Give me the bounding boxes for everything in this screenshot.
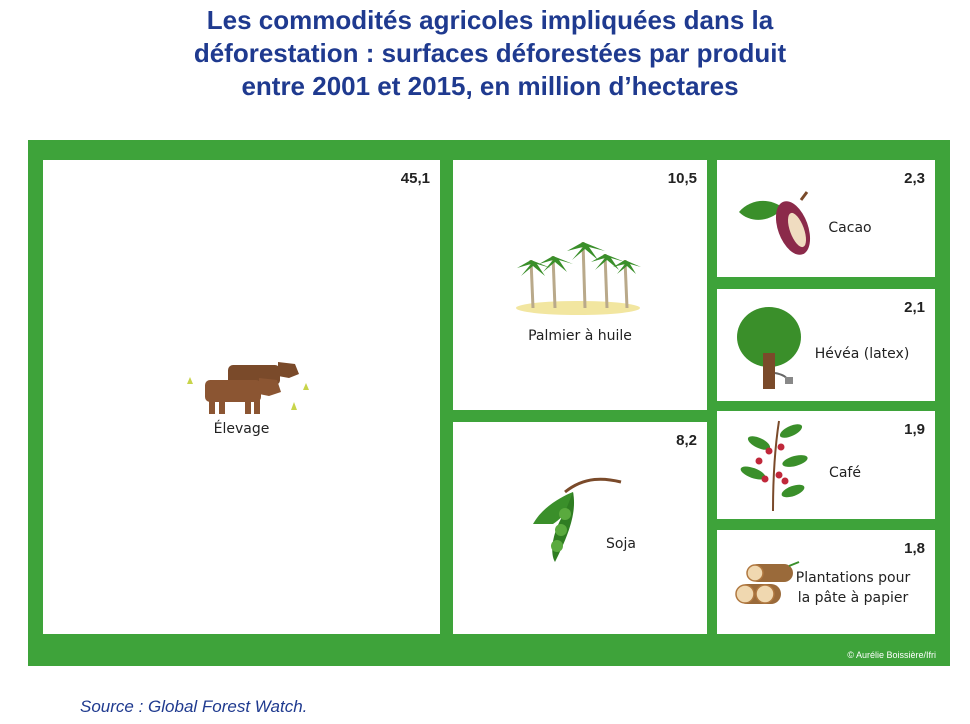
- value-label: 8,2: [676, 432, 697, 449]
- value-label: 1,9: [904, 421, 925, 438]
- treemap-frame: 45,1 Élevage 10,5: [28, 140, 950, 666]
- category-label: Hévéa (latex): [814, 346, 910, 362]
- title-line-3: entre 2001 et 2015, en million d’hectare…: [241, 71, 739, 101]
- category-label: Cacao: [828, 220, 872, 236]
- category-label: Plantations pour la pâte à papier: [795, 568, 911, 608]
- cattle-icon: [187, 362, 309, 414]
- coffee-branch-icon: [740, 420, 808, 512]
- value-label: 10,5: [667, 170, 697, 187]
- category-label: Palmier à huile: [528, 328, 632, 344]
- cocoa-pod-icon: [739, 191, 811, 255]
- category-label: Café: [829, 465, 861, 481]
- value-label: 2,3: [904, 170, 925, 187]
- category-label: Soja: [606, 536, 636, 552]
- palm-trees-icon: [516, 241, 641, 315]
- source-note: Source : Global Forest Watch.: [80, 697, 308, 716]
- tile-elevage: 45,1 Élevage: [43, 160, 440, 634]
- soy-pod-icon: [533, 477, 622, 562]
- chart-title: Les commodités agricoles impliquées dans…: [60, 4, 920, 103]
- value-label: 1,8: [904, 540, 925, 557]
- tile-pate-papier: 1,8 Plantations pour la pâte à papier: [717, 530, 935, 634]
- tile-hevea: 2,1 Hévéa (latex): [717, 289, 935, 401]
- category-label-line-2: la pâte à papier: [797, 590, 909, 606]
- tile-cafe: 1,9 Café: [717, 411, 935, 519]
- tile-palmier: 10,5 Palmier à huile: [453, 160, 707, 410]
- title-line-2: déforestation : surfaces déforestées par…: [193, 38, 787, 68]
- logs-icon: [735, 561, 800, 604]
- rubber-tree-icon: [737, 307, 801, 389]
- title-line-1: Les commodités agricoles impliquées dans…: [206, 5, 774, 35]
- tile-cacao: 2,3 Cacao: [717, 160, 935, 277]
- value-label: 2,1: [904, 299, 925, 316]
- tile-soja: 8,2 Soja: [453, 422, 707, 634]
- category-label-line-1: Plantations pour: [795, 570, 911, 586]
- value-label: 45,1: [400, 170, 430, 187]
- category-label: Élevage: [213, 421, 270, 437]
- credit-text: © Aurélie Boissière/Ifri: [847, 650, 936, 660]
